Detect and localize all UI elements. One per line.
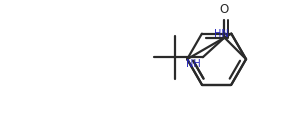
Text: NH: NH: [186, 59, 201, 69]
Text: HN: HN: [214, 29, 229, 39]
Text: O: O: [220, 3, 229, 16]
